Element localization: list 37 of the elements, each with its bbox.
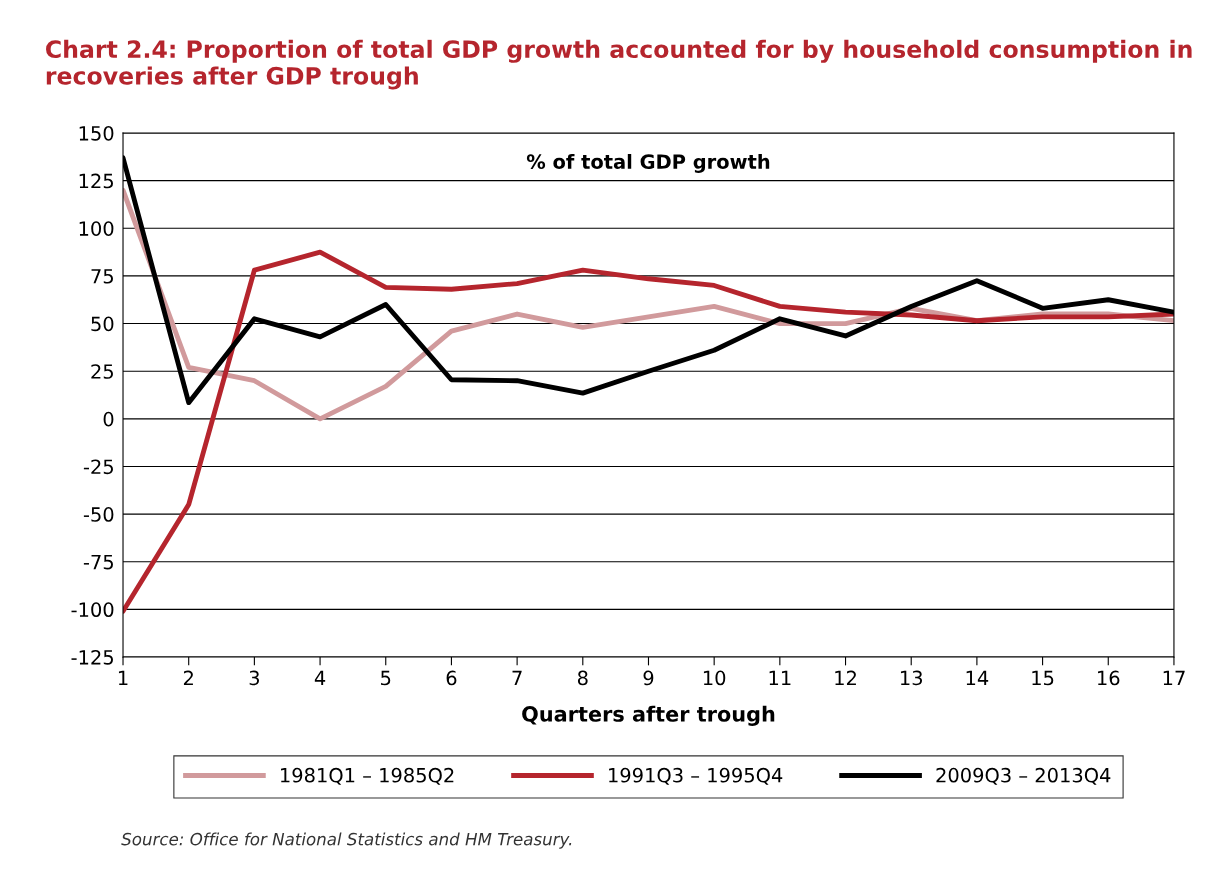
y-tick-label: -75 [83,554,113,570]
y-tick-label: -25 [83,459,113,475]
y-tick-label: 75 [91,269,113,284]
x-tick-label: 9 [643,670,654,686]
x-tick-label: 4 [314,670,326,685]
x-tick-label: 5 [381,670,391,686]
x-tick-label: 16 [1098,670,1120,686]
y-tick-label: -50 [83,507,114,522]
x-tick-label: 11 [769,670,791,685]
x-tick-label: 13 [900,670,923,686]
x-axis-title: Quarters after trough [522,705,775,727]
x-tick-label: 2 [183,670,193,685]
x-tick-label: 3 [249,670,260,686]
x-tick-label: 6 [446,670,457,686]
legend-label: 2009Q3 – 2013Q4 [936,767,1111,785]
legend-label: 1981Q1 – 1985Q2 [281,767,454,785]
x-tick-label: 15 [1032,670,1054,686]
y-tick-label: 100 [79,221,114,236]
y-tick-label: 150 [79,125,114,141]
y-tick-label: -125 [71,649,113,665]
source-note: Source: Office for National Statistics and HM Treasury. [121,832,572,849]
y-tick-label: 125 [79,173,113,189]
x-tick-label: 17 [1163,670,1185,685]
y-tick-label: 50 [91,316,114,332]
y-tick-label: -100 [71,602,114,618]
y-tick-label: 0 [103,411,114,427]
legend-label: 1991Q3 – 1995Q4 [609,767,783,785]
text: % of total GDP growth [526,153,770,173]
y-tick-label: 25 [91,364,113,379]
x-tick-label: 1 [118,670,128,685]
x-tick-label: 7 [512,670,522,685]
x-tick-label: 14 [966,670,989,685]
x-tick-label: 10 [703,670,726,686]
chart-title: Chart 2.4: Proportion of total GDP growth accounted for by household consumption in recoveries after GDP trough [46,39,1192,90]
x-tick-label: 12 [835,670,856,685]
x-tick-label: 8 [577,670,588,686]
line-series [123,249,1174,614]
